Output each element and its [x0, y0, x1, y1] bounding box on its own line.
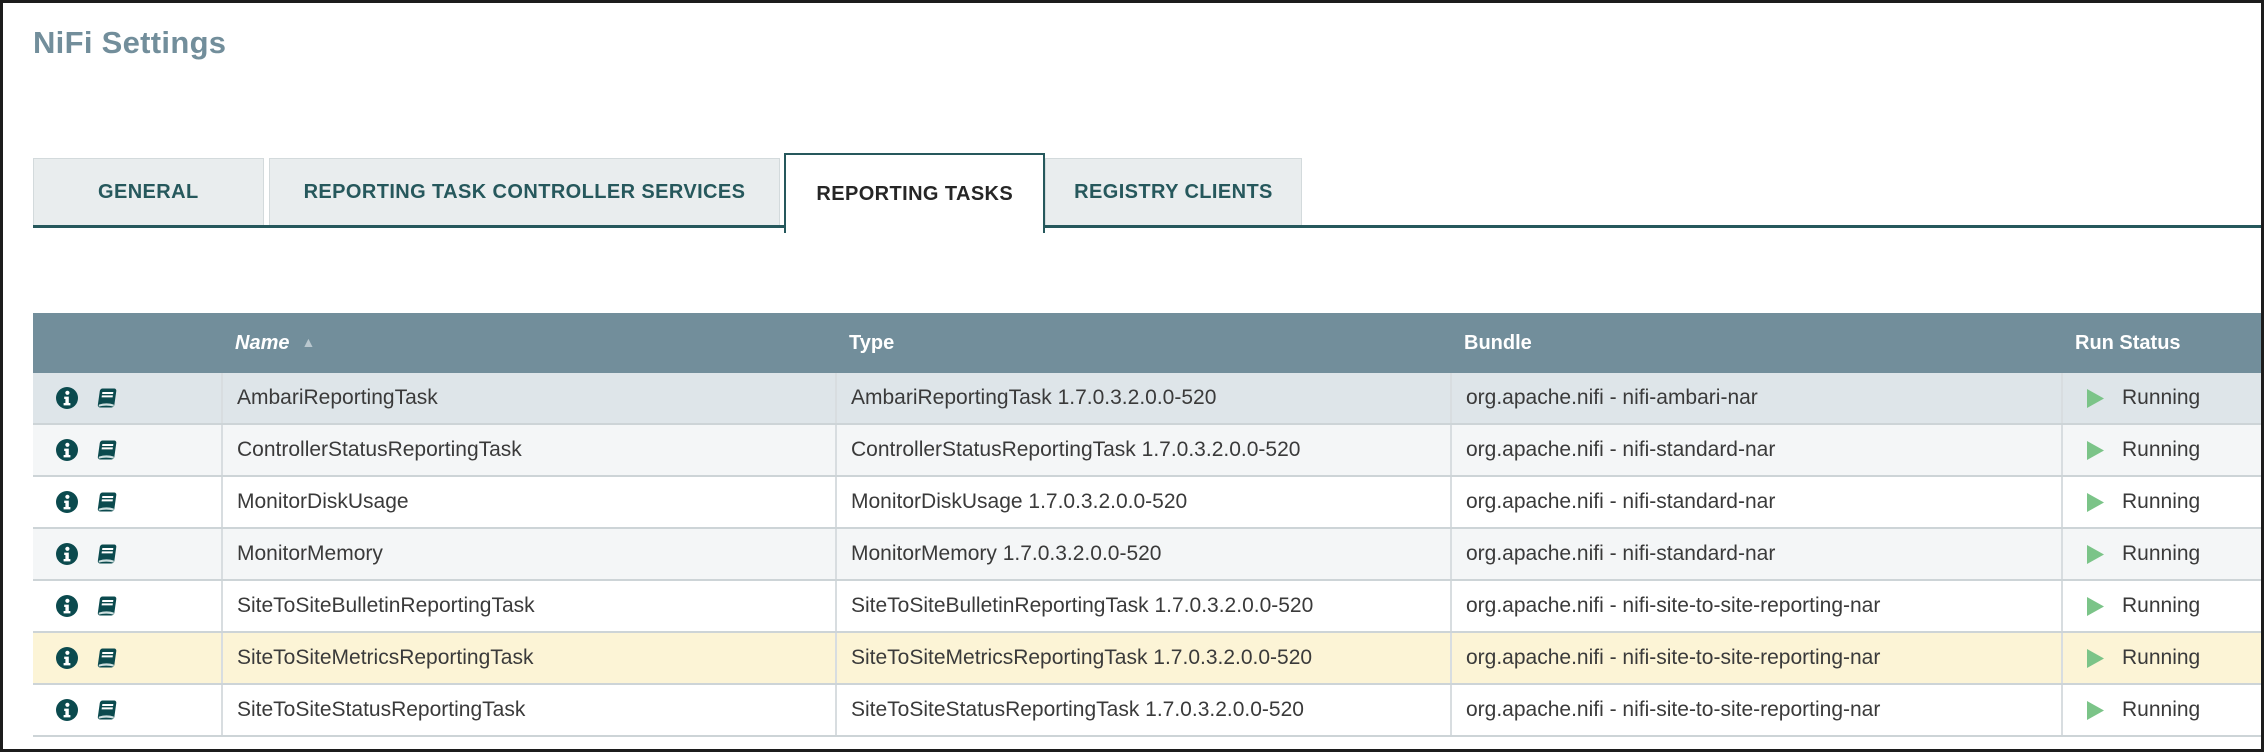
- run-status-cell: Running: [2061, 477, 2261, 527]
- bundle-cell: org.apache.nifi - nifi-site-to-site-repo…: [1450, 633, 2061, 683]
- usage-book-icon[interactable]: [93, 542, 119, 566]
- run-status-label: Running: [2122, 386, 2201, 409]
- page-title: NiFi Settings: [33, 25, 227, 60]
- table-row[interactable]: SiteToSiteMetricsReportingTask SiteToSit…: [33, 633, 2261, 685]
- info-icon[interactable]: [55, 594, 79, 618]
- bundle-cell: org.apache.nifi - nifi-site-to-site-repo…: [1450, 685, 2061, 735]
- tab-reporting-task-controller-services[interactable]: REPORTING TASK CONTROLLER SERVICES: [268, 158, 781, 225]
- run-status-label: Running: [2122, 490, 2201, 513]
- tab-reporting-tasks[interactable]: REPORTING TASKS: [784, 153, 1046, 233]
- play-triangle-icon: [2087, 388, 2104, 408]
- bundle-cell: org.apache.nifi - nifi-standard-nar: [1450, 477, 2061, 527]
- name-cell: SiteToSiteStatusReportingTask: [221, 685, 835, 735]
- run-status-cell: Running: [2061, 529, 2261, 579]
- tab-registry-clients[interactable]: REGISTRY CLIENTS: [1045, 158, 1302, 225]
- run-status-cell: Running: [2061, 373, 2261, 423]
- run-status-label: Running: [2122, 646, 2201, 669]
- play-triangle-icon: [2087, 492, 2104, 512]
- column-header-bundle[interactable]: Bundle: [1464, 331, 1532, 354]
- run-status-label: Running: [2122, 698, 2201, 721]
- tab-underline: [33, 225, 2261, 228]
- row-actions-cell: [33, 373, 221, 423]
- usage-book-icon[interactable]: [93, 490, 119, 514]
- type-cell: ControllerStatusReportingTask 1.7.0.3.2.…: [835, 425, 1450, 475]
- run-status-cell: Running: [2061, 581, 2261, 631]
- name-cell: MonitorDiskUsage: [221, 477, 835, 527]
- play-triangle-icon: [2087, 544, 2104, 564]
- play-triangle-icon: [2087, 440, 2104, 460]
- type-cell: SiteToSiteMetricsReportingTask 1.7.0.3.2…: [835, 633, 1450, 683]
- reporting-tasks-table: Name ▲ Type Bundle Run Status AmbariRepo…: [33, 313, 2261, 737]
- column-header-name[interactable]: Name ▲: [221, 313, 835, 373]
- info-icon[interactable]: [55, 646, 79, 670]
- type-cell: SiteToSiteStatusReportingTask 1.7.0.3.2.…: [835, 685, 1450, 735]
- table-header-row: Name ▲ Type Bundle Run Status: [33, 313, 2261, 373]
- tab-general[interactable]: GENERAL: [33, 158, 264, 225]
- info-icon[interactable]: [55, 698, 79, 722]
- table-row[interactable]: AmbariReportingTask AmbariReportingTask …: [33, 373, 2261, 425]
- name-cell: AmbariReportingTask: [221, 373, 835, 423]
- run-status-cell: Running: [2061, 633, 2261, 683]
- info-icon[interactable]: [55, 490, 79, 514]
- run-status-label: Running: [2122, 542, 2201, 565]
- type-cell: MonitorDiskUsage 1.7.0.3.2.0.0-520: [835, 477, 1450, 527]
- column-header-type[interactable]: Type: [849, 331, 895, 354]
- run-status-label: Running: [2122, 438, 2201, 461]
- play-triangle-icon: [2087, 700, 2104, 720]
- play-triangle-icon: [2087, 648, 2104, 668]
- info-icon[interactable]: [55, 386, 79, 410]
- name-cell: SiteToSiteMetricsReportingTask: [221, 633, 835, 683]
- run-status-label: Running: [2122, 594, 2201, 617]
- table-row[interactable]: SiteToSiteStatusReportingTask SiteToSite…: [33, 685, 2261, 737]
- table-row[interactable]: MonitorMemory MonitorMemory 1.7.0.3.2.0.…: [33, 529, 2261, 581]
- column-header-actions: [33, 313, 221, 373]
- bundle-cell: org.apache.nifi - nifi-site-to-site-repo…: [1450, 581, 2061, 631]
- type-cell: AmbariReportingTask 1.7.0.3.2.0.0-520: [835, 373, 1450, 423]
- sort-asc-icon: ▲: [301, 334, 316, 350]
- row-actions-cell: [33, 529, 221, 579]
- row-actions-cell: [33, 477, 221, 527]
- table-row[interactable]: ControllerStatusReportingTask Controller…: [33, 425, 2261, 477]
- name-cell: SiteToSiteBulletinReportingTask: [221, 581, 835, 631]
- row-actions-cell: [33, 425, 221, 475]
- info-icon[interactable]: [55, 438, 79, 462]
- bundle-cell: org.apache.nifi - nifi-standard-nar: [1450, 529, 2061, 579]
- type-cell: SiteToSiteBulletinReportingTask 1.7.0.3.…: [835, 581, 1450, 631]
- column-header-name-label: Name: [235, 331, 290, 354]
- usage-book-icon[interactable]: [93, 646, 119, 670]
- info-icon[interactable]: [55, 542, 79, 566]
- name-cell: ControllerStatusReportingTask: [221, 425, 835, 475]
- type-cell: MonitorMemory 1.7.0.3.2.0.0-520: [835, 529, 1450, 579]
- row-actions-cell: [33, 581, 221, 631]
- row-actions-cell: [33, 633, 221, 683]
- usage-book-icon[interactable]: [93, 438, 119, 462]
- bundle-cell: org.apache.nifi - nifi-standard-nar: [1450, 425, 2061, 475]
- column-header-run-status[interactable]: Run Status: [2075, 331, 2181, 354]
- usage-book-icon[interactable]: [93, 698, 119, 722]
- bundle-cell: org.apache.nifi - nifi-ambari-nar: [1450, 373, 2061, 423]
- run-status-cell: Running: [2061, 425, 2261, 475]
- usage-book-icon[interactable]: [93, 386, 119, 410]
- settings-tab-bar: GENERAL REPORTING TASK CONTROLLER SERVIC…: [33, 153, 2261, 233]
- table-row[interactable]: SiteToSiteBulletinReportingTask SiteToSi…: [33, 581, 2261, 633]
- run-status-cell: Running: [2061, 685, 2261, 735]
- usage-book-icon[interactable]: [93, 594, 119, 618]
- name-cell: MonitorMemory: [221, 529, 835, 579]
- play-triangle-icon: [2087, 596, 2104, 616]
- row-actions-cell: [33, 685, 221, 735]
- table-row[interactable]: MonitorDiskUsage MonitorDiskUsage 1.7.0.…: [33, 477, 2261, 529]
